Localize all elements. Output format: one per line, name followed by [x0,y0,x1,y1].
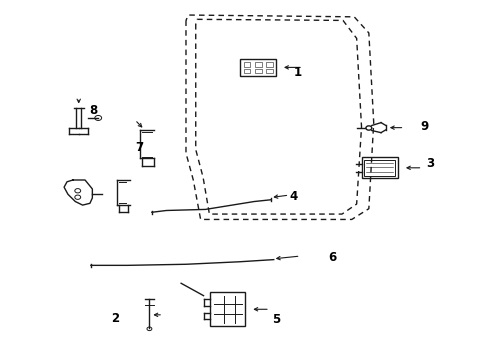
FancyBboxPatch shape [239,59,276,76]
Text: 5: 5 [271,313,280,327]
Bar [361,157,397,178]
Text: 4: 4 [288,190,297,203]
Bar [265,69,272,73]
Bar [254,62,261,67]
Bar [243,62,250,67]
Text: 6: 6 [327,251,336,264]
Bar [243,69,250,73]
Text: 1: 1 [293,66,302,79]
Text: 3: 3 [425,157,433,170]
Bar [254,69,261,73]
Text: 9: 9 [420,120,428,133]
Bar [210,292,245,326]
Text: 8: 8 [89,104,97,117]
Bar [265,62,272,67]
Text: 2: 2 [111,311,119,325]
Text: 7: 7 [135,141,143,154]
Bar [364,159,394,176]
